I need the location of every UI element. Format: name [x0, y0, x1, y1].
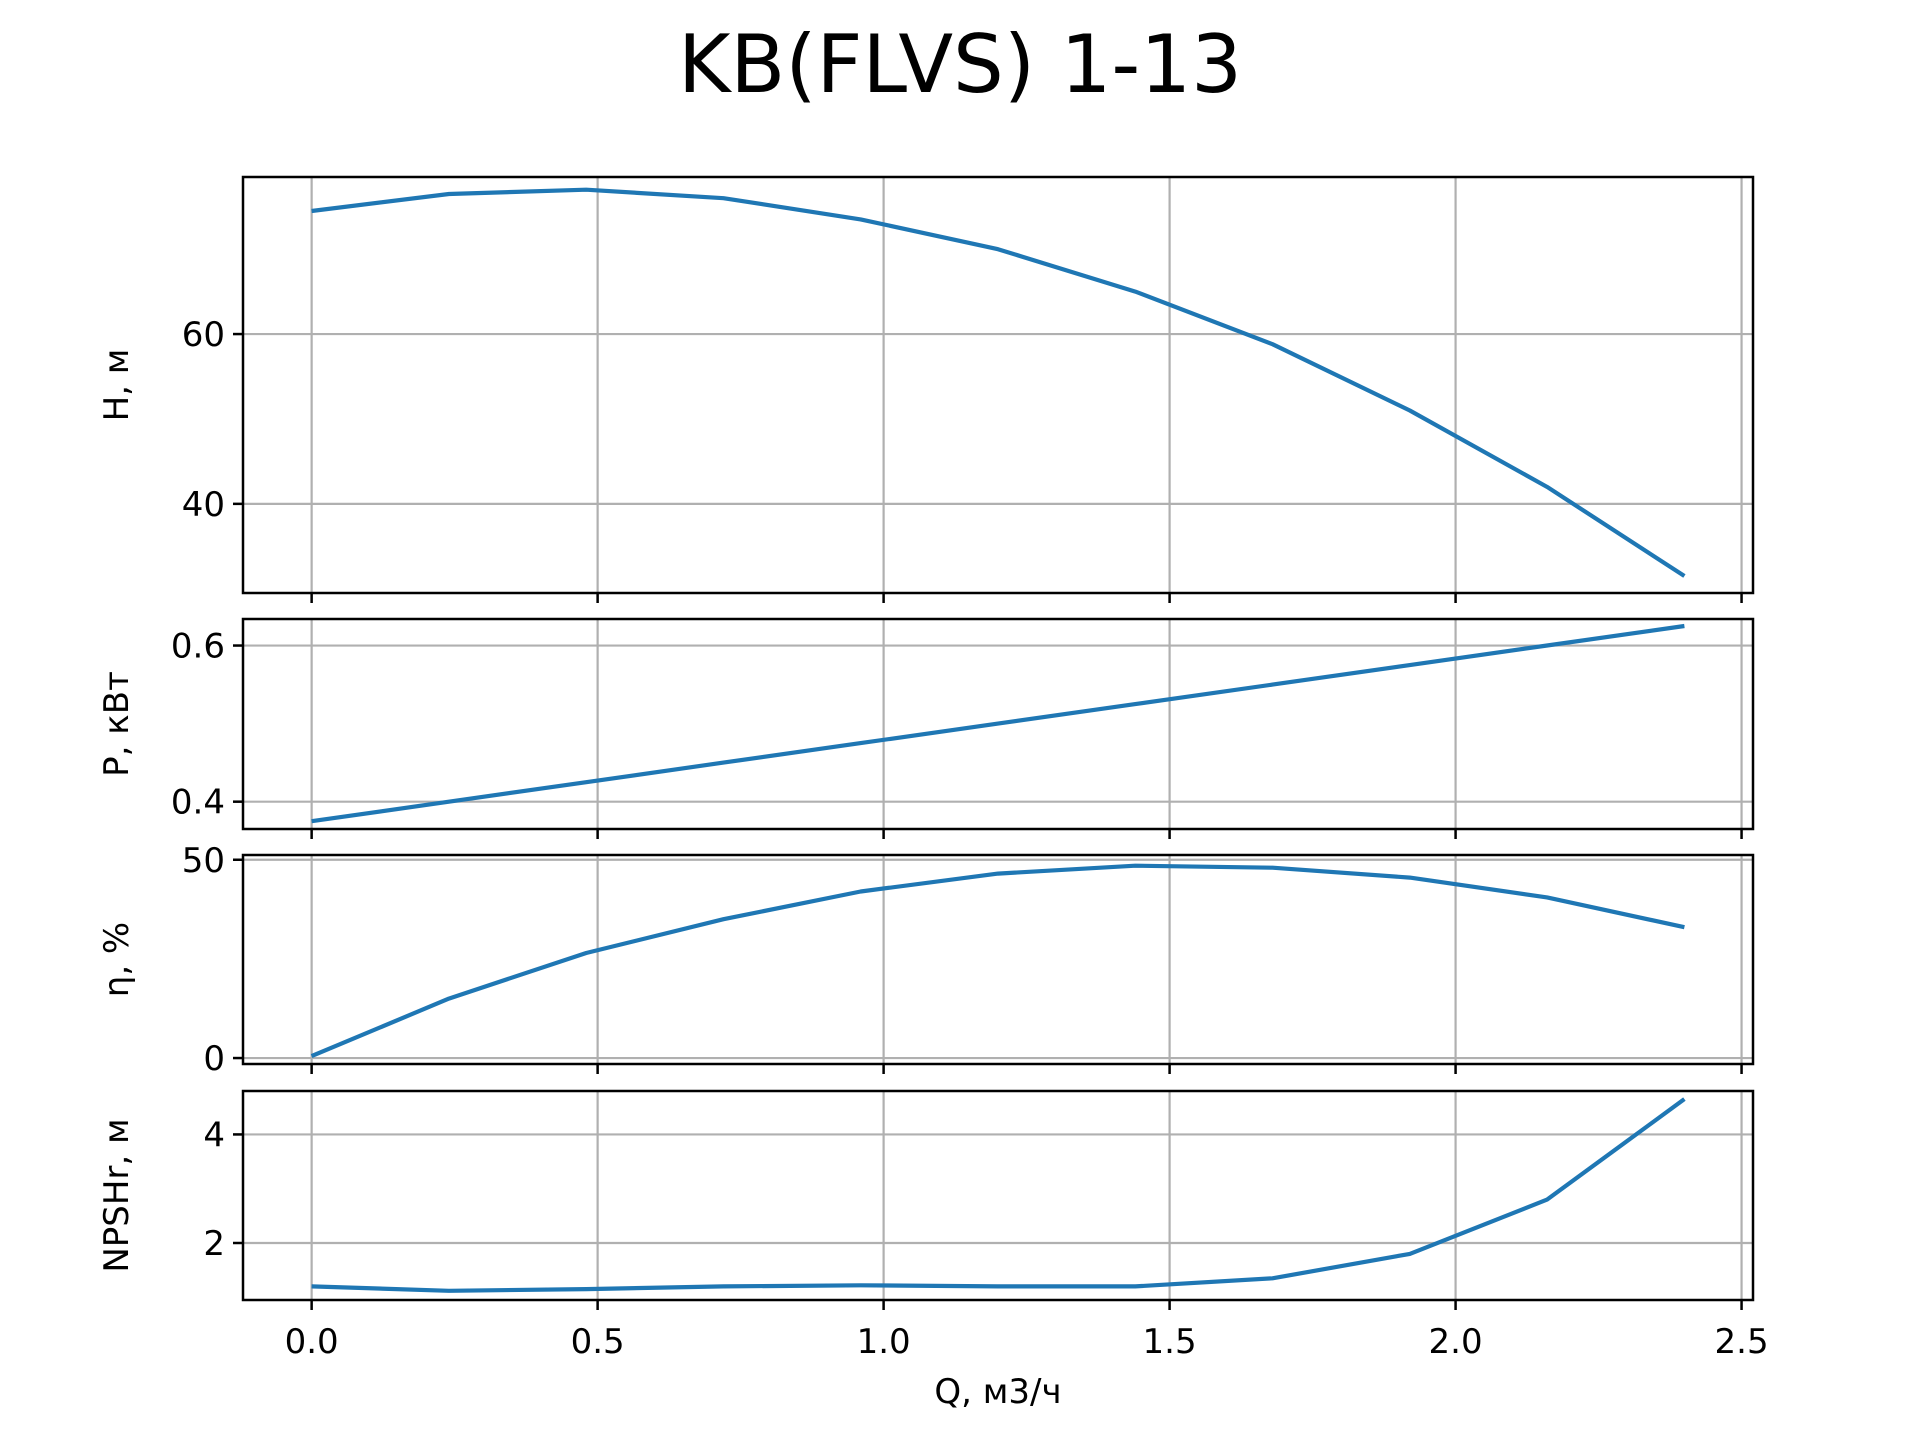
panel-frame: [241, 617, 1755, 831]
x-tick-label: 0.0: [285, 1322, 339, 1362]
x-tick-label: 2.5: [1715, 1322, 1769, 1362]
chart-title: KB(FLVS) 1-13: [678, 18, 1242, 111]
series-line-efficiency: [310, 863, 1685, 1059]
panel-head: 40 60 H, м: [97, 175, 1755, 603]
panel-power: 0.4 0.6 P, кВт: [97, 617, 1755, 839]
y-tick-label: 40: [182, 485, 225, 525]
panels: 40 60 H, м 0.4 0.6 P, кВт 0 50 η, % 2 4 NPSHr, м 0.0…: [97, 175, 1769, 1412]
y-tick-label: 4: [203, 1115, 225, 1155]
panel-frame: [241, 853, 1755, 1066]
y-axis-label: H, м: [97, 349, 137, 422]
y-axis-label: P, кВт: [97, 671, 137, 777]
x-tick-label: 1.5: [1143, 1322, 1197, 1362]
x-tick-label: 2.0: [1429, 1322, 1483, 1362]
y-axis-label: NPSHr, м: [97, 1118, 137, 1272]
y-axis-label: η, %: [97, 922, 137, 997]
y-tick-label: 2: [203, 1224, 225, 1264]
x-tick-label: 1.0: [857, 1322, 911, 1362]
y-tick-label: 0.6: [171, 627, 225, 667]
panel-frame: [241, 1089, 1755, 1302]
series-line-npsh: [311, 1097, 1686, 1293]
panel-efficiency: 0 50 η, %: [97, 841, 1755, 1079]
x-axis-label: Q, м3/ч: [934, 1372, 1061, 1412]
y-tick-label: 0.4: [171, 783, 225, 823]
y-tick-label: 50: [182, 841, 225, 881]
series-line-head: [311, 187, 1686, 578]
x-tick-label: 0.5: [571, 1322, 625, 1362]
panel-frame: [241, 175, 1755, 595]
y-tick-label: 60: [182, 315, 225, 355]
y-tick-label: 0: [203, 1039, 225, 1079]
panel-npsh: 2 4 NPSHr, м: [97, 1089, 1755, 1310]
